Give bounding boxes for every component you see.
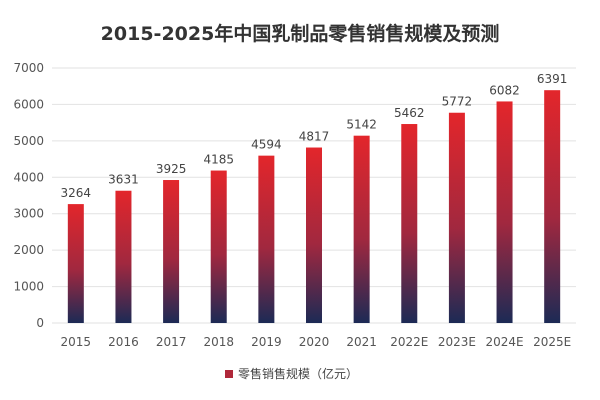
data-label: 4594: [251, 138, 282, 152]
x-tick-label: 2023E: [438, 335, 476, 349]
x-tick-label: 2025E: [533, 335, 571, 349]
x-tick-label: 2019: [251, 335, 282, 349]
y-tick-label: 1000: [13, 280, 44, 294]
y-tick-label: 2000: [13, 243, 44, 257]
bar: [448, 112, 465, 323]
x-tick-label: 2024E: [485, 335, 523, 349]
bar: [258, 155, 275, 323]
chart-title: 2015-2025年中国乳制品零售销售规模及预测: [101, 22, 500, 45]
data-label: 5142: [346, 118, 377, 132]
bar: [163, 180, 180, 323]
data-label: 6082: [489, 83, 520, 97]
bar: [67, 204, 84, 323]
x-tick-label: 2022E: [390, 335, 428, 349]
legend-swatch: [225, 370, 233, 378]
x-tick-label: 2015: [61, 335, 92, 349]
legend: 零售销售规模（亿元）: [225, 366, 358, 381]
legend-label: 零售销售规模（亿元）: [238, 366, 358, 381]
x-tick-label: 2020: [299, 335, 330, 349]
y-tick-label: 5000: [13, 134, 44, 148]
x-tick-label: 2018: [203, 335, 234, 349]
x-tick-label: 2021: [346, 335, 377, 349]
bar: [401, 124, 418, 323]
data-label: 3631: [108, 173, 139, 187]
y-tick-label: 4000: [13, 170, 44, 184]
data-label: 3264: [61, 186, 92, 200]
data-label: 5462: [394, 106, 425, 120]
data-label: 5772: [442, 95, 473, 109]
bar: [496, 101, 513, 323]
data-label: 4185: [203, 153, 234, 167]
x-tick-label: 2016: [108, 335, 139, 349]
x-tick-label: 2017: [156, 335, 187, 349]
bar: [544, 90, 561, 323]
data-label: 4817: [299, 130, 330, 144]
y-tick-label: 6000: [13, 97, 44, 111]
bar: [306, 147, 322, 323]
y-tick-label: 7000: [13, 61, 44, 75]
y-tick-label: 3000: [13, 207, 44, 221]
data-label: 6391: [537, 72, 568, 86]
bar: [210, 170, 227, 323]
y-tick-label: 0: [36, 316, 44, 330]
bar: [353, 135, 370, 323]
bar: [115, 190, 132, 323]
data-label: 3925: [156, 162, 187, 176]
